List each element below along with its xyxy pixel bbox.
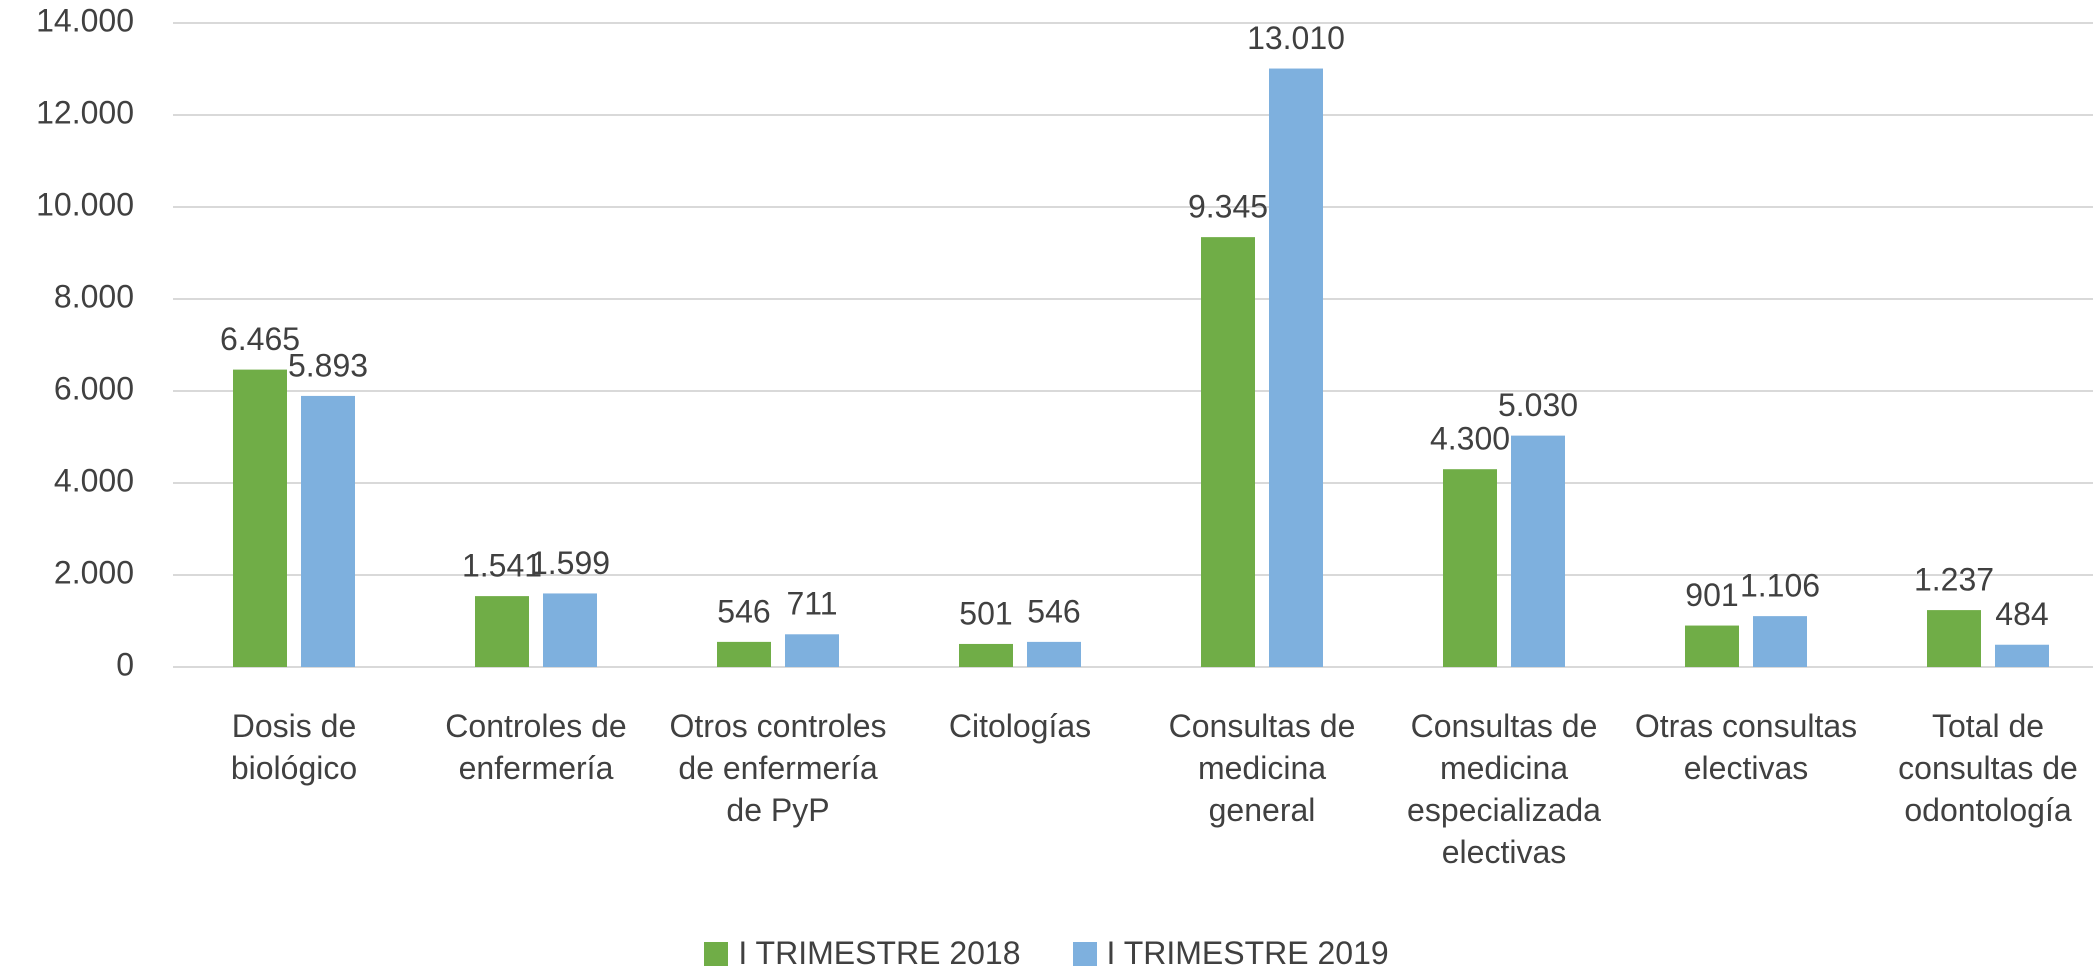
x-tick-label: Controles de enfermería [418,705,654,789]
data-label: 546 [1027,593,1080,629]
x-tick-label: Otras consultas electivas [1628,705,1864,789]
legend-label: I TRIMESTRE 2018 [738,935,1020,970]
bar [959,644,1013,667]
y-tick-label: 6.000 [54,370,134,406]
legend-item: I TRIMESTRE 2019 [1073,935,1389,970]
x-tick-label: Consultas de medicina general [1144,705,1380,831]
bar [1511,436,1565,667]
data-label: 1.237 [1914,562,1994,598]
bar [1995,645,2049,667]
x-tick-label: Citologías [902,705,1138,747]
bar [785,634,839,667]
x-tick-label: Total de consultas de odontología [1870,705,2093,831]
data-label: 9.345 [1188,189,1268,225]
bar [543,593,597,667]
y-tick-label: 14.000 [36,2,134,38]
data-label: 484 [1995,596,2048,632]
bar [233,370,287,667]
bar [475,596,529,667]
y-tick-label: 12.000 [36,94,134,130]
bar [301,396,355,667]
bar [1685,626,1739,667]
x-tick-label: Consultas de medicina especializada elec… [1386,705,1622,873]
data-label: 501 [959,595,1012,631]
y-tick-label: 4.000 [54,462,134,498]
legend-swatch [1073,942,1097,966]
bar [1269,69,1323,667]
y-tick-label: 0 [116,646,134,682]
legend-label: I TRIMESTRE 2019 [1107,935,1389,970]
legend: I TRIMESTRE 2018 I TRIMESTRE 2019 [0,935,2093,970]
legend-swatch [704,942,728,966]
data-label: 4.300 [1430,421,1510,457]
data-label: 5.893 [288,347,368,383]
data-label: 1.599 [530,545,610,581]
plot: 02.0004.0006.0008.00010.00012.00014.0006… [0,0,2093,970]
bar [1201,237,1255,667]
y-tick-label: 10.000 [36,186,134,222]
x-tick-label: Dosis de biológico [176,705,412,789]
y-tick-label: 2.000 [54,554,134,590]
bar [1027,642,1081,667]
bar [1443,469,1497,667]
bar [1753,616,1807,667]
data-label: 711 [786,586,837,622]
legend-item: I TRIMESTRE 2018 [704,935,1020,970]
data-label: 13.010 [1247,20,1345,56]
bar [717,642,771,667]
data-label: 1.106 [1740,568,1820,604]
y-tick-label: 8.000 [54,278,134,314]
bar [1927,610,1981,667]
data-label: 546 [717,593,770,629]
data-label: 5.030 [1498,387,1578,423]
data-label: 901 [1685,577,1738,613]
chart: 02.0004.0006.0008.00010.00012.00014.0006… [0,0,2093,970]
x-tick-label: Otros controles de enfermería de PyP [660,705,896,831]
